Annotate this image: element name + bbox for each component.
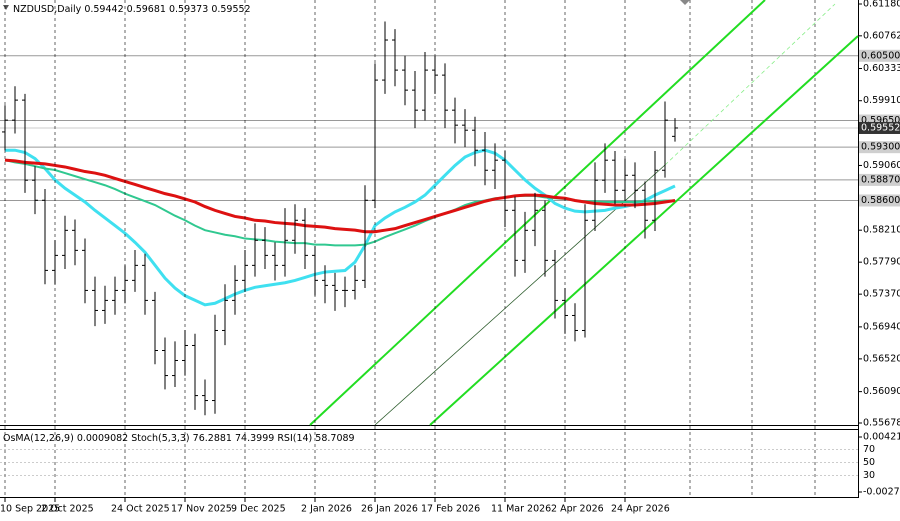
x-tick-label: 11 Mar 2026	[491, 504, 551, 515]
osma-tick-label: 0.0042179	[863, 432, 900, 443]
level-label: 0.60500	[861, 50, 900, 61]
x-tick-label: 10 Sep 2025	[0, 504, 60, 515]
x-tick-label: 26 Jan 2026	[361, 504, 418, 515]
trend-channel	[309, 0, 859, 426]
price-tag	[859, 121, 900, 134]
level-label: 0.58600	[861, 195, 900, 206]
y-tick-label: 0.57790	[863, 257, 900, 268]
y-tick-label: 0.56520	[863, 353, 900, 364]
x-tick-label: 2 Jan 2026	[301, 504, 352, 515]
chart-title: NZDUSD,Daily	[13, 4, 82, 15]
y-tick-label: 0.60762	[863, 30, 900, 41]
grid-extra	[689, 0, 816, 497]
ohlc-high: 0.59681	[127, 4, 166, 15]
channel-line	[429, 35, 859, 426]
x-tick-label: 2 Oct 2025	[41, 504, 94, 515]
x-tick-label: 17 Nov 2025	[171, 504, 232, 515]
ohlc-close: 0.59552	[211, 4, 250, 15]
y-tick-label: 0.61180	[863, 0, 900, 10]
x-tick-label: 9 Dec 2025	[231, 504, 286, 515]
moving-average	[5, 148, 676, 307]
chart-header: NZDUSD,Daily 0.59442 0.59681 0.59373 0.5…	[13, 4, 251, 15]
indicator-header: OsMA(12,26,9) 0.0009082 Stoch(5,3,3) 76.…	[3, 433, 355, 444]
osc-tick-label: 50	[863, 457, 875, 468]
indicator-label: OsMA(12,26,9)	[3, 433, 74, 444]
indicator-value: 74.3999	[235, 433, 274, 444]
plot	[2, 21, 678, 416]
price-tag-label: 0.59552	[861, 122, 900, 133]
ohlc-open: 0.59442	[84, 4, 123, 15]
y-tick-label: 0.58210	[863, 225, 900, 236]
x-tick-label: 24 Apr 2026	[611, 504, 670, 515]
level-tag	[859, 173, 900, 186]
y-tick-label: 0.59910	[863, 95, 900, 106]
y-tick-label: 0.56940	[863, 321, 900, 332]
y-tick-label: 0.57370	[863, 289, 900, 300]
level-label: 0.58870	[861, 174, 900, 185]
moving-average	[4, 158, 676, 234]
level-tag	[859, 49, 900, 62]
ohlc-low: 0.59373	[169, 4, 208, 15]
y-tick-label: 0.59060	[863, 160, 900, 171]
osma-tick-label: -0.002762	[863, 487, 900, 498]
indicator-value: 76.2881	[193, 433, 232, 444]
channel-line	[309, 0, 766, 426]
level-label: 0.59650	[861, 115, 900, 126]
x-tick-label: 17 Feb 2026	[421, 504, 480, 515]
y-tick-label: 0.55678	[863, 418, 900, 429]
y-tick-label: 0.56090	[863, 386, 900, 397]
y-tick-label: 0.60333	[863, 63, 900, 74]
indicator-value: 58.7089	[315, 433, 354, 444]
shift-marker	[680, 0, 690, 5]
level-label: 0.59300	[861, 142, 900, 153]
header-icon	[3, 5, 9, 10]
x-tick-label: 24 Oct 2025	[111, 504, 170, 515]
indicator-value: 0.0009082	[77, 433, 128, 444]
x-tick-label: 2 Apr 2026	[551, 504, 604, 515]
indicator-label: RSI(14)	[277, 433, 312, 444]
level-tag	[859, 141, 900, 154]
level-tag	[859, 194, 900, 207]
osc-tick-label: 70	[863, 444, 875, 455]
indicator-label: Stoch(5,3,3)	[131, 433, 189, 444]
osc-tick-label: 30	[863, 470, 875, 481]
